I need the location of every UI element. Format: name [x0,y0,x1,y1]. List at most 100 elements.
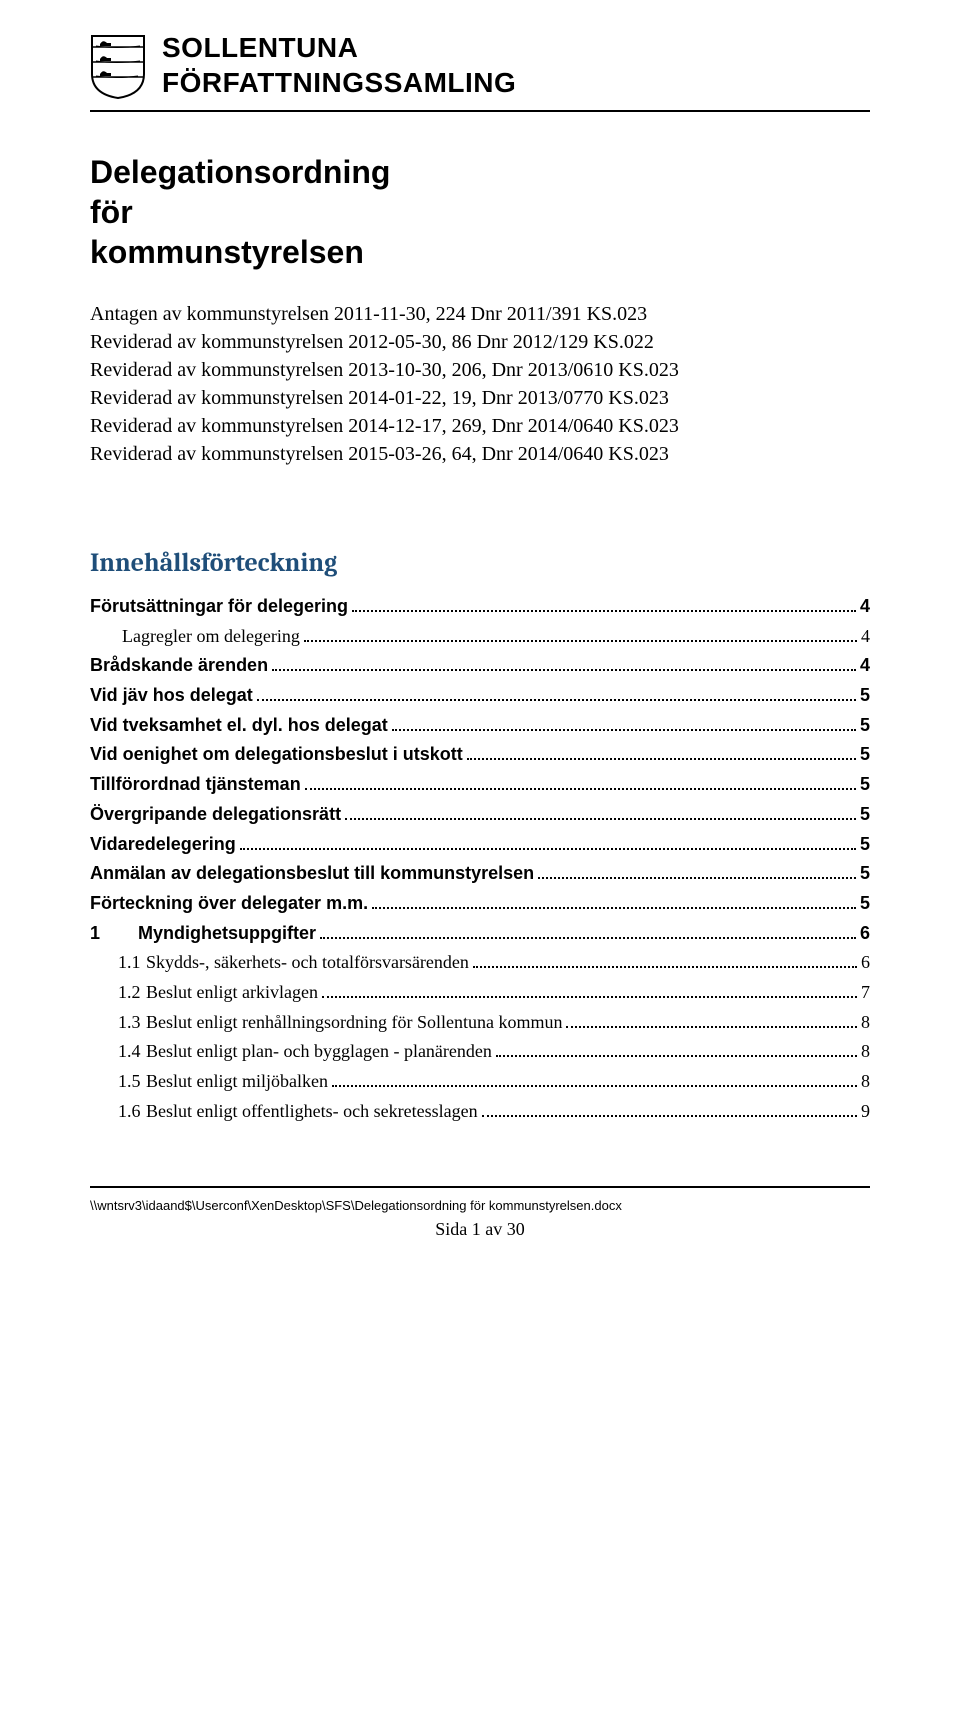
toc-page: 5 [860,770,870,800]
toc-leader [345,818,856,820]
toc-page: 4 [860,651,870,681]
toc-page: 8 [861,1067,870,1097]
doc-title-line2: för [90,192,870,232]
toc-label: Brådskande ärenden [90,651,268,681]
toc-row: Övergripande delegationsrätt 5 [90,800,870,830]
toc-row: 1Myndighetsuppgifter 6 [90,919,870,949]
toc-leader [320,937,856,939]
toc-leader [566,1026,857,1028]
toc-page: 9 [861,1097,870,1127]
toc-leader [304,640,857,642]
toc-leader [332,1085,857,1087]
toc-label: Vid tveksamhet el. dyl. hos delegat [90,711,388,741]
toc-label: Lagregler om delegering [122,622,300,652]
toc-row: 1.1Skydds-, säkerhets- och totalförsvars… [90,948,870,978]
toc-row: 1.5Beslut enligt miljöbalken 8 [90,1067,870,1097]
toc-page: 8 [861,1037,870,1067]
toc-page: 6 [860,919,870,949]
footer-path: \\wntsrv3\idaand$\Userconf\XenDesktop\SF… [90,1198,870,1213]
toc-leader [482,1115,857,1117]
toc-label: Vidaredelegering [90,830,236,860]
toc-page: 5 [860,681,870,711]
toc-num: 1.2 [90,978,146,1008]
toc-label: Myndighetsuppgifter [138,923,316,943]
toc-leader [352,610,856,612]
divider-top [90,110,870,112]
toc-row: Vid tveksamhet el. dyl. hos delegat 5 [90,711,870,741]
toc-num: 1 [90,919,138,949]
toc-row: 1.6Beslut enligt offentlighets- och sekr… [90,1097,870,1127]
toc-leader [240,848,856,850]
toc-label: Beslut enligt plan- och bygglagen - plan… [146,1041,492,1061]
toc-label: Beslut enligt miljöbalken [146,1071,328,1091]
revision-line: Antagen av kommunstyrelsen 2011-11-30, 2… [90,300,870,328]
toc-num: 1.6 [90,1097,146,1127]
toc-row: Vidaredelegering 5 [90,830,870,860]
document-title: Delegationsordning för kommunstyrelsen [90,152,870,272]
toc-row: 1.2Beslut enligt arkivlagen 7 [90,978,870,1008]
org-title: SOLLENTUNA FÖRFATTNINGSSAMLING [162,30,516,100]
toc-label: Beslut enligt offentlighets- och sekrete… [146,1101,478,1121]
doc-title-line1: Delegationsordning [90,152,870,192]
toc-leader [372,907,856,909]
toc-label: Skydds-, säkerhets- och totalförsvarsäre… [146,952,469,972]
toc-label: Tillförordnad tjänsteman [90,770,301,800]
toc-page: 5 [860,889,870,919]
divider-bottom [90,1186,870,1188]
toc-num: 1.3 [90,1008,146,1038]
toc-row: Anmälan av delegationsbeslut till kommun… [90,859,870,889]
toc-leader [305,788,856,790]
toc-page: 5 [860,800,870,830]
toc-label: Anmälan av delegationsbeslut till kommun… [90,859,534,889]
revision-line: Reviderad av kommunstyrelsen 2013-10-30,… [90,356,870,384]
toc-row: Förteckning över delegater m.m. 5 [90,889,870,919]
toc-label: Beslut enligt renhållningsordning för So… [146,1012,562,1032]
toc-label: Vid jäv hos delegat [90,681,253,711]
revision-line: Reviderad av kommunstyrelsen 2012-05-30,… [90,328,870,356]
revision-line: Reviderad av kommunstyrelsen 2015-03-26,… [90,440,870,468]
toc-row: 1.4Beslut enligt plan- och bygglagen - p… [90,1037,870,1067]
toc-page: 6 [861,948,870,978]
toc-leader [392,729,856,731]
revision-line: Reviderad av kommunstyrelsen 2014-01-22,… [90,384,870,412]
revision-list: Antagen av kommunstyrelsen 2011-11-30, 2… [90,300,870,468]
toc-page: 5 [860,711,870,741]
toc: Förutsättningar för delegering 4 Lagregler… [90,592,870,1126]
toc-page: 8 [861,1008,870,1038]
toc-label: Förteckning över delegater m.m. [90,889,368,919]
toc-page: 4 [860,592,870,622]
toc-leader [473,966,857,968]
toc-row: 1.3Beslut enligt renhållningsordning för… [90,1008,870,1038]
org-title-line2: FÖRFATTNINGSSAMLING [162,65,516,100]
toc-leader [538,877,856,879]
toc-row: Vid oenighet om delegationsbeslut i utsk… [90,740,870,770]
revision-line: Reviderad av kommunstyrelsen 2014-12-17,… [90,412,870,440]
org-title-line1: SOLLENTUNA [162,30,516,65]
footer-page: Sida 1 av 30 [90,1219,870,1240]
toc-row: Förutsättningar för delegering 4 [90,592,870,622]
toc-label: Vid oenighet om delegationsbeslut i utsk… [90,740,463,770]
toc-page: 7 [861,978,870,1008]
page-header: SOLLENTUNA FÖRFATTNINGSSAMLING [90,30,870,100]
toc-label: Beslut enligt arkivlagen [146,982,318,1002]
toc-label: Övergripande delegationsrätt [90,800,341,830]
toc-page: 5 [860,830,870,860]
toc-heading: Innehållsförteckning [90,548,870,578]
toc-page: 5 [860,740,870,770]
toc-leader [257,699,856,701]
toc-leader [322,996,857,998]
toc-row: Vid jäv hos delegat 5 [90,681,870,711]
toc-row: Tillförordnad tjänsteman 5 [90,770,870,800]
toc-leader [496,1055,857,1057]
toc-page: 4 [861,622,870,652]
toc-leader [272,669,856,671]
toc-page: 5 [860,859,870,889]
toc-num: 1.4 [90,1037,146,1067]
shield-logo [90,34,146,100]
toc-num: 1.5 [90,1067,146,1097]
toc-leader [467,758,856,760]
toc-label: Förutsättningar för delegering [90,592,348,622]
toc-num: 1.1 [90,948,146,978]
doc-title-line3: kommunstyrelsen [90,232,870,272]
toc-row: Brådskande ärenden 4 [90,651,870,681]
